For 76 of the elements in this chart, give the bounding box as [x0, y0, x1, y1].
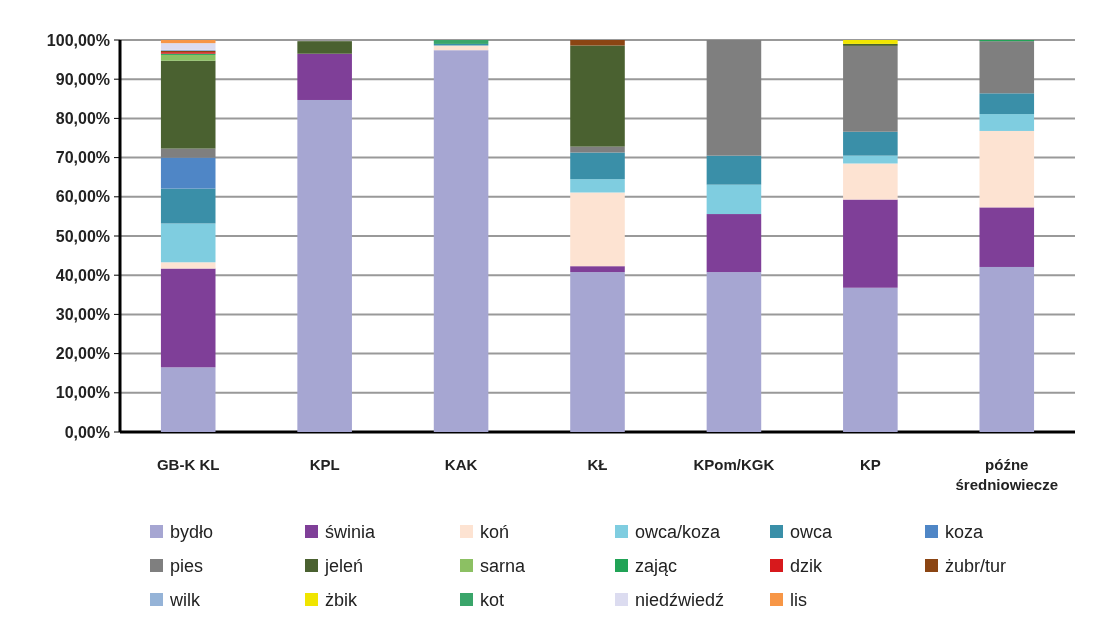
legend-label: lis [790, 590, 807, 611]
bar [160, 60, 216, 149]
y-tick-label: 70,00% [55, 149, 110, 167]
legend-label: koza [945, 522, 985, 543]
y-tick-label: 80,00% [55, 110, 110, 127]
bar [297, 41, 352, 54]
bar [843, 155, 898, 164]
bar [160, 188, 216, 224]
bar [570, 152, 625, 180]
bar [843, 45, 898, 132]
bar [570, 266, 625, 273]
bar [433, 45, 489, 51]
legend-label: żbik [325, 590, 359, 611]
legend-label: owca/koza [635, 522, 722, 543]
bar [160, 262, 216, 269]
legend-label: niedźwiedź [635, 590, 725, 611]
bar [843, 199, 898, 288]
y-tick-label: 30,00% [55, 306, 110, 323]
y-tick-label: 50,00% [55, 227, 110, 245]
legend-label: koń [480, 522, 510, 543]
x-tick-label: późne średniowiecze [955, 456, 1059, 493]
legend-label: jeleń [324, 556, 364, 577]
bar [706, 40, 762, 156]
x-tick-label: KPom/KGK [693, 456, 775, 473]
bar [297, 99, 352, 432]
bar [979, 114, 1035, 131]
y-tick-label: 60,00% [55, 188, 110, 206]
bar [706, 155, 762, 185]
bar [160, 367, 216, 432]
bar [979, 266, 1035, 432]
bar [706, 214, 762, 273]
bar [570, 146, 625, 153]
bar [160, 157, 216, 189]
bar [843, 131, 898, 156]
x-tick-label: KAK [444, 456, 478, 473]
legend-label: wilk [169, 590, 201, 611]
y-tick-label: 40,00% [55, 266, 110, 284]
bar [297, 53, 352, 100]
legend-label: owca [790, 522, 834, 543]
bar [570, 272, 625, 432]
y-tick-label: 20,00% [55, 345, 110, 363]
bar [160, 223, 216, 263]
bar [979, 130, 1035, 208]
x-tick-label: GB-K KL [156, 456, 220, 473]
bar [570, 179, 625, 193]
legend-label: bydło [170, 522, 214, 543]
bar [979, 93, 1035, 115]
bar [160, 148, 216, 158]
bar [570, 40, 625, 46]
y-tick-label: 0,00% [64, 423, 110, 441]
bar [570, 192, 625, 267]
legend-label: świnia [325, 522, 377, 543]
legend-label: zając [635, 556, 678, 577]
x-tick-label: KP [859, 456, 881, 473]
bar [160, 54, 216, 61]
bar [160, 43, 216, 50]
legend-label: żubr/tur [945, 556, 1007, 577]
legend-label: sarna [480, 556, 527, 577]
bar [570, 45, 625, 147]
bar [843, 163, 898, 200]
bar [979, 207, 1035, 267]
bar [706, 184, 762, 215]
bar [433, 50, 489, 432]
x-tick-label: KŁ [587, 456, 608, 473]
y-tick-label: 10,00% [55, 384, 110, 402]
bar [843, 287, 898, 432]
legend-label: pies [170, 556, 204, 577]
legend-label: dzik [790, 556, 824, 577]
y-tick-label: 90,00% [55, 70, 110, 88]
bar [706, 272, 762, 432]
legend-label: kot [480, 590, 505, 611]
y-tick-label: 100,00% [46, 31, 110, 49]
bar [160, 268, 216, 368]
x-tick-label: KPL [309, 456, 340, 473]
bar [160, 40, 216, 44]
bar [979, 41, 1035, 94]
